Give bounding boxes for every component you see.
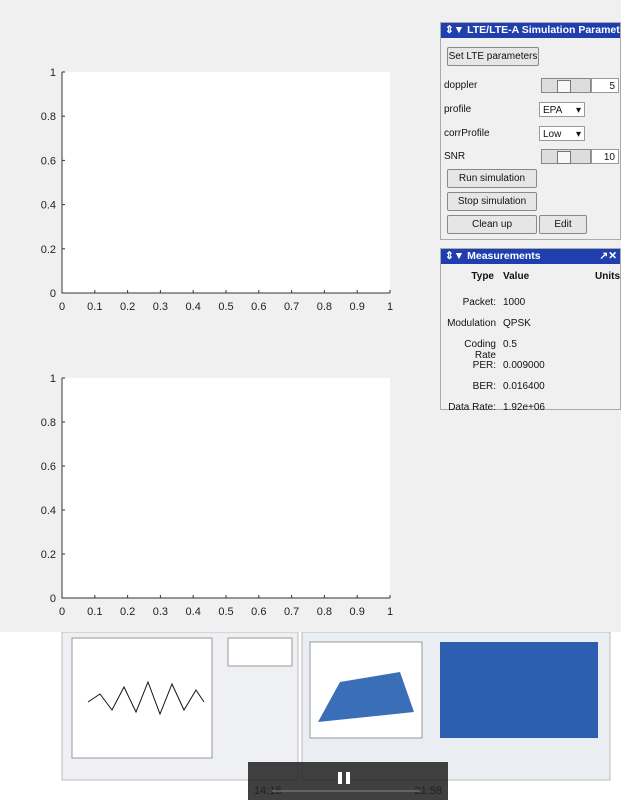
measurements-panel: ⇕▼ Measurements ↗✕ Type Value Units Pack…	[440, 248, 621, 410]
parameters-panel: ⇕▼ LTE/LTE-A Simulation Parameters ↗✕ Se…	[440, 22, 621, 240]
y-tick-label: 0.6	[41, 155, 56, 167]
plots: 0 0.1 0.2 0.3 0.4 0.5 0.6 0.7 0.8 0.9 1 0 0.2 0.4 0.6 0…	[0, 0, 440, 632]
measurement-type: Data Rate:	[448, 402, 496, 413]
slider[interactable]	[541, 78, 591, 93]
y-tick-label: 0.8	[41, 417, 56, 429]
x-tick-label: 0.2	[120, 301, 135, 313]
panel-title: Measurements	[467, 250, 541, 262]
dropdown[interactable]: EPA▾	[539, 102, 585, 117]
x-tick-label: 0.7	[284, 606, 299, 618]
run-button[interactable]: Run simulation	[447, 169, 537, 188]
x-tick-label: 0.2	[120, 606, 135, 618]
x-tick-label: 0.3	[153, 301, 168, 313]
measurement-value: 1.92e+06	[503, 402, 545, 413]
y-tick-label: 0	[50, 593, 56, 605]
column-header: Units	[595, 271, 620, 282]
x-tick-label: 0	[59, 301, 65, 313]
x-tick-label: 0.4	[186, 301, 201, 313]
dropdown-value: EPA	[543, 105, 562, 116]
y-tick-label: 0.2	[41, 244, 56, 256]
field-label: corrProfile	[444, 128, 490, 139]
axes	[62, 72, 390, 293]
x-tick-label: 0.5	[218, 606, 233, 618]
column-header: Value	[503, 271, 529, 282]
x-tick-label: 0.6	[251, 606, 266, 618]
column-header: Type	[471, 271, 494, 282]
x-tick-label: 0.1	[87, 301, 102, 313]
y-tick-label: 0.4	[41, 505, 56, 517]
measurement-value: 1000	[503, 297, 525, 308]
x-tick-label: 1	[387, 301, 393, 313]
y-tick-label: 0.8	[41, 111, 56, 123]
measurement-value: 0.009000	[503, 360, 545, 371]
measurement-type: Modulation	[447, 318, 496, 329]
measurement-type: Coding Rate	[441, 339, 496, 361]
x-tick-label: 0.1	[87, 606, 102, 618]
stop-button[interactable]: Stop simulation	[447, 192, 537, 211]
pause-button[interactable]	[346, 772, 350, 784]
field-label: profile	[444, 104, 471, 115]
y-tick-label: 0	[50, 288, 56, 300]
set-button[interactable]: Set LTE parameters	[447, 47, 539, 66]
panel-header: ⇕▼ Measurements ↗✕	[441, 249, 620, 264]
cleanup-button[interactable]: Clean up	[447, 215, 537, 234]
video-frame: 14:18 -21:58	[0, 632, 621, 803]
slider[interactable]	[541, 149, 591, 164]
field-value[interactable]: 10	[591, 149, 619, 164]
panel-header: ⇕▼ LTE/LTE-A Simulation Parameters ↗✕	[441, 23, 620, 38]
x-tick-label: 0.6	[251, 301, 266, 313]
x-tick-label: 0	[59, 606, 65, 618]
y-tick-label: 1	[50, 67, 56, 79]
y-tick-label: 0.4	[41, 200, 56, 212]
field-value[interactable]: 5	[591, 78, 619, 93]
page: 00.10.20.30.40.50.60.70.80.9100.20.40.60…	[0, 0, 621, 803]
x-tick-label: 0.7	[284, 301, 299, 313]
field-label: doppler	[444, 80, 477, 91]
x-tick-label: 0.9	[350, 301, 365, 313]
measurement-type: PER:	[473, 360, 496, 371]
x-tick-label: 0.4	[186, 606, 201, 618]
measurement-value: 0.016400	[503, 381, 545, 392]
x-tick-label: 0.8	[317, 606, 332, 618]
x-tick-label: 0.8	[317, 301, 332, 313]
y-tick-label: 1	[50, 373, 56, 385]
field-label: SNR	[444, 151, 465, 162]
measurement-value: QPSK	[503, 318, 531, 329]
y-tick-label: 0.2	[41, 549, 56, 561]
measurement-value: 0.5	[503, 339, 517, 350]
dropdown[interactable]: Low▾	[539, 126, 585, 141]
pause-button[interactable]	[338, 772, 342, 784]
measurement-type: Packet:	[463, 297, 496, 308]
axes	[62, 378, 390, 598]
x-tick-label: 0.5	[218, 301, 233, 313]
edit-button[interactable]: Edit	[539, 215, 587, 234]
thumbnail-panel	[228, 638, 292, 666]
panel-title: LTE/LTE-A Simulation Parameters	[467, 24, 620, 36]
x-tick-label: 0.9	[350, 606, 365, 618]
x-tick-label: 0.3	[153, 606, 168, 618]
y-tick-label: 0.6	[41, 461, 56, 473]
x-tick-label: 1	[387, 606, 393, 618]
thumbnail-grid	[440, 642, 598, 738]
dropdown-value: Low	[543, 129, 561, 140]
measurement-type: BER:	[473, 381, 496, 392]
